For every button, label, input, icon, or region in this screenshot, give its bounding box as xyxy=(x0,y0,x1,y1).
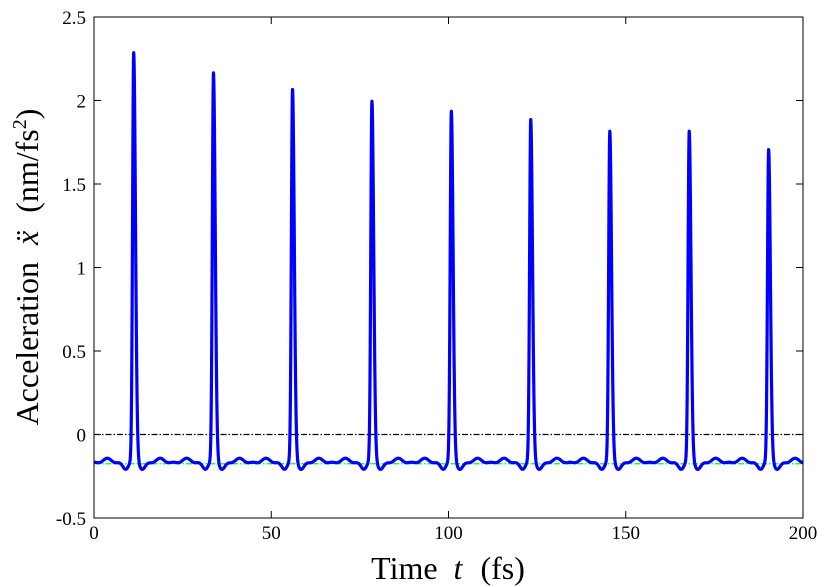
x-tick-labels: 0 50 100 150 200 xyxy=(89,523,817,544)
y-tick-label: 1.5 xyxy=(62,175,86,196)
acceleration-peak-9 xyxy=(767,151,770,154)
x-axis-title-main: Time xyxy=(371,550,437,586)
y-axis-title-main: Acceleration xyxy=(9,262,45,425)
y-tick-label: 0 xyxy=(77,426,87,447)
x-axis-title-variable: t xyxy=(454,550,464,586)
x-tick-label: 150 xyxy=(612,523,641,544)
y-tick-label: -0.5 xyxy=(56,509,86,530)
x-tick-label: 0 xyxy=(89,523,99,544)
x-axis-title: Time t (fs) xyxy=(371,550,525,586)
acceleration-peak-1 xyxy=(132,54,135,57)
y-axis-title-unit: (nm/fs xyxy=(9,129,45,213)
acceleration-peak-8 xyxy=(688,132,691,136)
acceleration-peak-4 xyxy=(370,102,374,106)
y-tick-label: 1 xyxy=(77,259,87,280)
acceleration-peak-5 xyxy=(450,112,453,116)
y-tick-label: 0.5 xyxy=(62,342,86,363)
y-axis-title-variable: ẍ xyxy=(9,230,45,246)
y-tick-labels: -0.5 0 0.5 1 1.5 2 2.5 xyxy=(56,8,86,530)
acceleration-peak-6 xyxy=(529,121,532,124)
y-tick-label: 2 xyxy=(77,92,87,113)
y-axis-title-unit-exponent: 2 xyxy=(9,119,31,129)
acceleration-peak-7 xyxy=(608,132,611,136)
x-axis-title-unit: (fs) xyxy=(480,550,524,586)
y-axis-title: Acceleration ẍ (nm/fs2) xyxy=(9,109,45,426)
series-layer xyxy=(92,51,805,471)
acceleration-peak-3 xyxy=(291,90,294,94)
x-tick-label: 100 xyxy=(434,523,463,544)
y-tick-label: 2.5 xyxy=(62,8,86,29)
acceleration-series-line xyxy=(92,51,805,471)
axis-ticks xyxy=(93,16,804,519)
x-tick-label: 50 xyxy=(262,523,281,544)
acceleration-peak-2 xyxy=(212,74,215,77)
x-tick-label: 200 xyxy=(789,523,818,544)
y-axis-title-unit-close: ) xyxy=(9,109,45,120)
